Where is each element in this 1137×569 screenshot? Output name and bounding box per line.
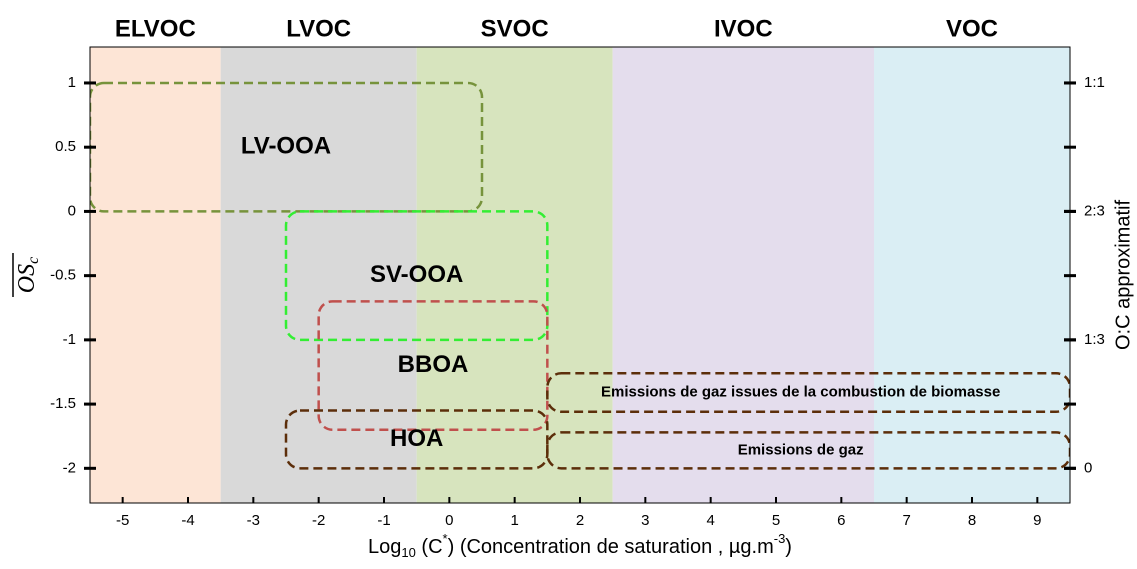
x-tick-label: -1 — [377, 512, 390, 529]
volatility-band — [220, 47, 417, 503]
x-tick-label: -4 — [181, 512, 194, 529]
band-label: VOC — [946, 15, 998, 42]
x-axis-label: Log10 (C*) (Concentration de saturation … — [368, 531, 792, 560]
band-label: SVOC — [481, 15, 549, 42]
x-axis-label-part: * — [443, 531, 448, 546]
y-tick-label: -1.5 — [50, 395, 76, 412]
y-axis-label-main: OS — [14, 264, 40, 293]
x-tick-label: -3 — [247, 512, 260, 529]
y-tick-label: 1 — [68, 74, 76, 91]
x-tick-label: 0 — [445, 512, 453, 529]
band-label: IVOC — [714, 15, 773, 42]
region-label: Emissions de gaz — [738, 441, 864, 458]
x-axis-label-part: ) — [785, 536, 792, 558]
y-axis-label: OSc — [12, 253, 42, 297]
y-tick-label: -1 — [63, 331, 76, 348]
x-tick-label: 6 — [837, 512, 845, 529]
x-tick-label: 4 — [706, 512, 714, 529]
y2-tick-label: 0 — [1084, 459, 1092, 476]
x-tick-label: 3 — [641, 512, 649, 529]
x-axis-label-part: 10 — [401, 545, 415, 560]
volatility-band — [90, 47, 221, 503]
x-tick-label: 7 — [902, 512, 910, 529]
x-tick-label: 2 — [576, 512, 584, 529]
x-axis-label-part: (C — [416, 536, 443, 558]
region-label: BBOA — [398, 351, 469, 378]
y-tick-label: -0.5 — [50, 267, 76, 284]
x-tick-label: 1 — [510, 512, 518, 529]
y2-tick-label: 2:3 — [1084, 202, 1105, 219]
x-axis-label-part: ) (Concentration de saturation , µg.m — [448, 536, 774, 558]
y-axis-label-sub: c — [25, 257, 42, 264]
region-label: HOA — [390, 425, 443, 452]
volatility-band — [874, 47, 1070, 503]
band-label: ELVOC — [115, 15, 196, 42]
x-axis-label-part: -3 — [774, 531, 786, 546]
region-outline — [546, 431, 1070, 470]
y-tick-label: -2 — [63, 459, 76, 476]
region-label: Emissions de gaz issues de la combustion… — [601, 384, 1000, 401]
x-tick-label: 9 — [1033, 512, 1041, 529]
band-label: LVOC — [286, 15, 351, 42]
x-tick-label: -5 — [116, 512, 129, 529]
region-label: LV-OOA — [241, 133, 331, 160]
region-outline — [317, 300, 549, 432]
y2-tick-label: 1:3 — [1084, 331, 1105, 348]
region-outline — [90, 81, 484, 213]
region-outline — [546, 372, 1070, 414]
x-tick-label: 8 — [968, 512, 976, 529]
y-tick-label: 0 — [68, 202, 76, 219]
x-tick-label: 5 — [772, 512, 780, 529]
region-label: SV-OOA — [370, 261, 463, 288]
y2-tick-label: 1:1 — [1084, 74, 1105, 91]
y-tick-label: 0.5 — [55, 138, 76, 155]
volatility-band — [416, 47, 613, 503]
x-axis-label-part: Log — [368, 536, 401, 558]
region-outline — [284, 409, 549, 470]
x-tick-label: -2 — [312, 512, 325, 529]
regions — [90, 81, 1070, 470]
y-axis-label-text: OSc — [14, 257, 42, 293]
y2-axis-label: O:C approximatif — [1112, 200, 1134, 350]
volatility-band — [612, 47, 874, 503]
region-outline — [284, 210, 549, 342]
